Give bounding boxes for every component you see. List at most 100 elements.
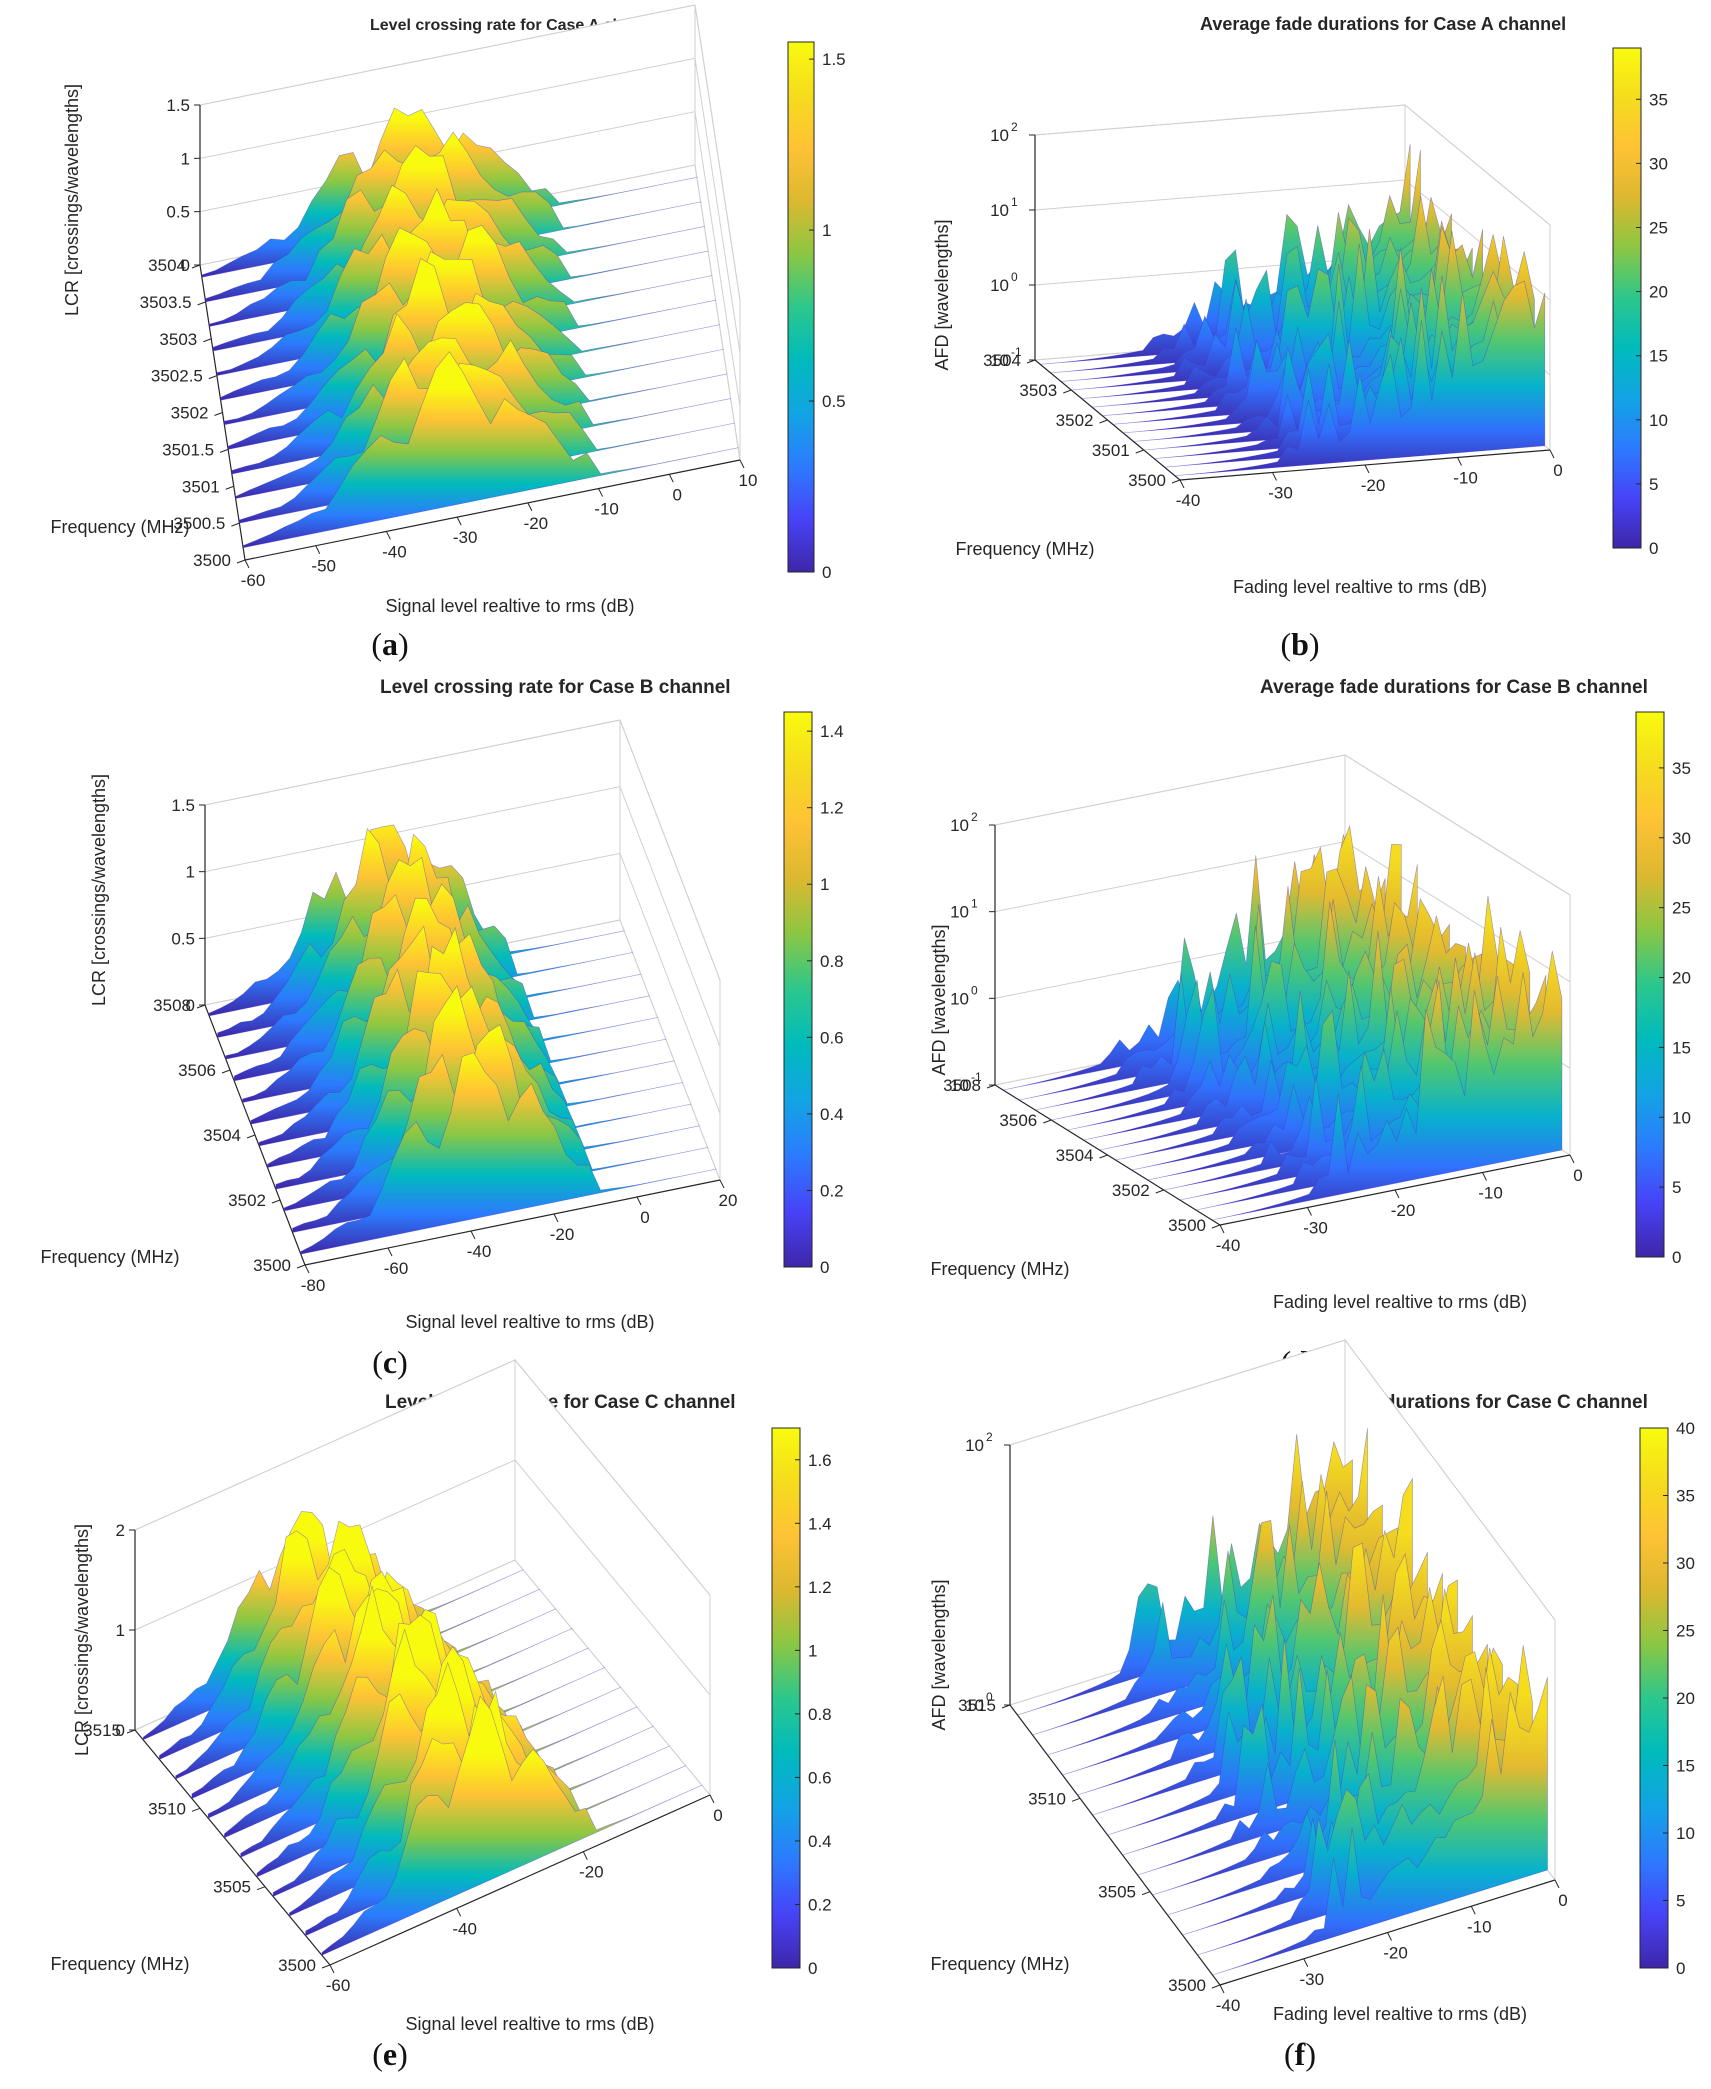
colorbar-tick-label: 1.4 (808, 1514, 832, 1533)
z-tick-label: 10 (950, 989, 969, 1008)
z-tick-label: 10 (965, 1696, 984, 1715)
y-tick (1141, 1891, 1151, 1896)
x-tick (598, 488, 604, 497)
grid-line (199, 4, 741, 301)
x-tick (553, 1213, 559, 1223)
y-tick (1211, 1224, 1221, 1229)
surface (142, 1511, 703, 1956)
y-tick-label: 3501 (182, 477, 220, 496)
z-tick-label: 0 (181, 256, 190, 275)
x-tick (1272, 472, 1277, 481)
y-tick-label: 3503 (159, 330, 197, 349)
z-tick-label: 1.5 (171, 796, 195, 815)
panel-caption: (c) (372, 1344, 408, 1380)
surface-ridge (300, 1052, 717, 1255)
x-axis-label: Fading level realtive to rms (dB) (1273, 1292, 1527, 1312)
z-tick-exponent: 1 (971, 897, 978, 911)
y-tick (221, 1069, 231, 1074)
z-tick-exponent: 2 (986, 1430, 993, 1444)
surface-ridge (1197, 1645, 1533, 1956)
colorbar-tick-label: 15 (1649, 347, 1668, 366)
x-tick (739, 459, 745, 469)
x-tick (456, 516, 462, 526)
x-tick-label: -20 (579, 1863, 604, 1882)
colorbar: 0 0.2 0.4 0.6 0.8 1 1.2 1.4 1.6 (771, 1427, 832, 1978)
y-tick-label: 3502 (1056, 411, 1094, 430)
y-axis-line (1009, 1704, 1221, 1986)
colorbar-fill (1612, 47, 1642, 549)
x-tick (582, 1851, 588, 1860)
z-axis-label: AFD [wavelengths] (929, 1579, 949, 1730)
y-tick (271, 1199, 281, 1204)
y-tick (321, 1964, 331, 1969)
colorbar-tick-label: 35 (1676, 1487, 1695, 1506)
z-tick-label: 0 (116, 1721, 125, 1740)
x-axis-label: Signal level realtive to rms (dB) (405, 2014, 654, 2034)
x-tick-label: -80 (301, 1276, 326, 1295)
colorbar-fill (1635, 711, 1665, 1258)
z-tick-exponent: 0 (971, 983, 978, 997)
x-tick-label: -10 (594, 500, 619, 519)
x-tick-label: -20 (1383, 1944, 1408, 1963)
y-tick-label: 3504 (1056, 1146, 1094, 1165)
x-tick (315, 545, 321, 554)
y-tick-label: 3504 (203, 1126, 241, 1145)
x-tick-label: 10 (739, 471, 758, 490)
x-axis-line (329, 1794, 711, 1966)
x-axis-line (244, 459, 741, 561)
x-tick-label: -60 (241, 571, 266, 590)
colorbar-tick-label: 15 (1676, 1757, 1695, 1776)
colorbar-tick-label: 1.2 (808, 1578, 832, 1597)
y-tick-label: 3500 (193, 551, 231, 570)
panel-caption: (b) (1280, 626, 1319, 662)
y-tick (214, 412, 223, 416)
y-tick (1135, 449, 1144, 454)
x-tick (1470, 1906, 1476, 1915)
y-tick (296, 1264, 306, 1269)
y-axis-line (134, 1729, 331, 1966)
chart-panel-a: Level crossing rate for Case A channel-6… (50, 4, 846, 662)
z-tick-exponent: 1 (1011, 195, 1018, 209)
y-tick-label: 3504 (148, 256, 186, 275)
z-tick-exponent: -1 (1011, 345, 1022, 359)
x-tick (1394, 1189, 1400, 1199)
colorbar-tick-label: 0.8 (808, 1705, 832, 1724)
colorbar-tick-label: 0 (1649, 539, 1658, 558)
colorbar-tick-label: 35 (1649, 90, 1668, 109)
y-axis-label: Frequency (MHz) (50, 1954, 189, 1974)
colorbar: 0 5 10 15 20 25 30 35 40 (1639, 1419, 1695, 1978)
colorbar-tick-label: 0.2 (808, 1895, 832, 1914)
y-tick (219, 448, 229, 453)
x-axis-label: Fading level realtive to rms (dB) (1273, 2004, 1527, 2024)
z-tick-exponent: -1 (971, 1070, 982, 1084)
x-tick-label: 0 (1573, 1166, 1582, 1185)
y-tick-label: 3506 (999, 1111, 1037, 1130)
x-tick (1303, 1958, 1309, 1967)
colorbar-tick-label: 40 (1676, 1419, 1695, 1438)
y-tick-label: 3500 (278, 1956, 316, 1975)
surface-ridge (1174, 280, 1546, 477)
y-tick (246, 1134, 256, 1139)
y-tick-label: 3501 (1092, 441, 1130, 460)
colorbar-tick-label: 20 (1649, 283, 1668, 302)
z-tick-label: 1 (181, 149, 190, 168)
colorbar-tick-label: 0 (1672, 1248, 1681, 1267)
colorbar: 0 5 10 15 20 25 30 35 (1612, 47, 1668, 558)
x-tick-label: 20 (719, 1191, 738, 1210)
z-tick-exponent: 0 (1011, 270, 1018, 284)
colorbar-fill (783, 711, 813, 1268)
colorbar-tick-label: 25 (1676, 1622, 1695, 1641)
z-tick-label: 10 (990, 126, 1009, 145)
colorbar-tick-label: 0.6 (820, 1028, 844, 1047)
y-tick-label: 3505 (1098, 1883, 1136, 1902)
x-tick (668, 474, 674, 483)
grid-line (134, 1359, 711, 1596)
y-tick-label: 3503.5 (140, 293, 192, 312)
z-tick-label: 10 (990, 201, 1009, 220)
x-tick (329, 1964, 335, 1974)
y-tick (1043, 1119, 1052, 1124)
z-tick-label: 10 (950, 1076, 969, 1095)
colorbar-tick-label: 10 (1672, 1108, 1691, 1127)
colorbar-tick-label: 15 (1672, 1038, 1691, 1057)
y-tick (1155, 1189, 1164, 1194)
